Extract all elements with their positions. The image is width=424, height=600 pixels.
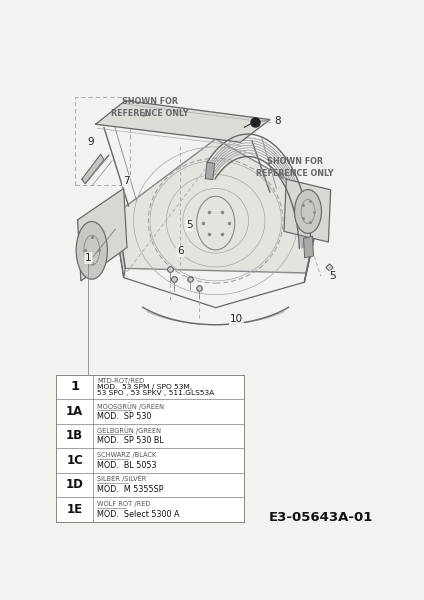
Text: 1E: 1E <box>67 503 83 516</box>
Text: 53 SPO , 53 SPKV , 511.GLS53A: 53 SPO , 53 SPKV , 511.GLS53A <box>97 390 214 396</box>
Ellipse shape <box>295 190 321 233</box>
Text: 1B: 1B <box>66 430 83 442</box>
Ellipse shape <box>76 221 107 279</box>
Polygon shape <box>78 188 127 281</box>
Polygon shape <box>115 213 126 278</box>
Text: 5: 5 <box>329 271 336 281</box>
Text: 7: 7 <box>123 176 130 186</box>
Text: SHOWN FOR
REFERENCE ONLY: SHOWN FOR REFERENCE ONLY <box>256 157 333 178</box>
Polygon shape <box>284 179 331 242</box>
Text: SHOWN FOR
REFERENCE ONLY: SHOWN FOR REFERENCE ONLY <box>111 97 189 118</box>
Text: MTD-ROT/RED: MTD-ROT/RED <box>97 378 144 384</box>
Text: MOD.  SP 530: MOD. SP 530 <box>97 412 151 421</box>
Text: 1: 1 <box>70 380 79 394</box>
Text: GELBGRÜN /GREEN: GELBGRÜN /GREEN <box>97 426 161 434</box>
Text: MOD.  SP 530 BL: MOD. SP 530 BL <box>97 436 164 445</box>
Text: 1D: 1D <box>66 478 84 491</box>
Polygon shape <box>117 139 322 273</box>
Text: MOD.  53 SPM / SPO 53M,: MOD. 53 SPM / SPO 53M, <box>97 384 192 390</box>
Polygon shape <box>82 154 104 184</box>
Text: MOD.  Select 5300 A: MOD. Select 5300 A <box>97 509 179 518</box>
Text: MOD.  BL 5053: MOD. BL 5053 <box>97 461 156 470</box>
Text: 1: 1 <box>85 253 92 263</box>
FancyBboxPatch shape <box>56 374 243 521</box>
Text: MOD.  M 5355SP: MOD. M 5355SP <box>97 485 164 494</box>
Text: 1A: 1A <box>66 405 83 418</box>
Text: WOLF ROT /RED: WOLF ROT /RED <box>97 500 151 506</box>
Polygon shape <box>96 101 270 142</box>
Text: E3-05643A-01: E3-05643A-01 <box>269 511 374 524</box>
Text: 9: 9 <box>87 137 94 147</box>
Text: 6: 6 <box>177 246 184 256</box>
Text: 8: 8 <box>274 116 280 126</box>
Text: 1C: 1C <box>66 454 83 467</box>
Text: SILBER /SILVER: SILBER /SILVER <box>97 476 146 482</box>
Text: 10: 10 <box>230 314 243 324</box>
Polygon shape <box>205 162 215 179</box>
Text: 5: 5 <box>186 220 192 230</box>
Polygon shape <box>304 199 322 282</box>
Polygon shape <box>304 236 313 258</box>
Text: SCHWARZ /BLACK: SCHWARZ /BLACK <box>97 452 156 458</box>
Text: MOOSGRÜN /GREEN: MOOSGRÜN /GREEN <box>97 402 164 410</box>
